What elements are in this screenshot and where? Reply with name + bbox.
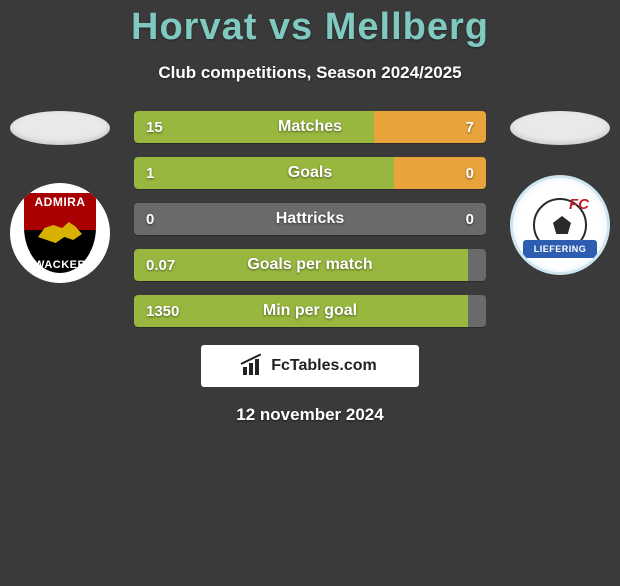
stat-label: Goals per match [134, 249, 486, 281]
stat-row: 15Matches7 [134, 111, 486, 143]
attribution-box: FcTables.com [201, 345, 419, 387]
stat-label: Goals [134, 157, 486, 189]
left-player-column: ADMIRA WACKER [0, 111, 120, 283]
bar-chart-icon [243, 357, 265, 375]
stat-value-right: 7 [466, 111, 474, 143]
stat-value-right: 0 [466, 157, 474, 189]
left-club-badge: ADMIRA WACKER [10, 183, 110, 283]
stat-bars: 15Matches71Goals00Hattricks00.07Goals pe… [134, 111, 486, 327]
badge-banner: LIEFERING [523, 240, 597, 258]
stat-row: 1Goals0 [134, 157, 486, 189]
stat-row: 0Hattricks0 [134, 203, 486, 235]
stat-row: 0.07Goals per match [134, 249, 486, 281]
badge-top-text: ADMIRA [10, 195, 110, 209]
stat-label: Min per goal [134, 295, 486, 327]
page-title: Horvat vs Mellberg [0, 6, 620, 49]
page-subtitle: Club competitions, Season 2024/2025 [0, 63, 620, 83]
comparison-content: ADMIRA WACKER 15Matches71Goals00Hattrick… [0, 111, 620, 327]
date-label: 12 november 2024 [0, 405, 620, 425]
badge-bottom-text: WACKER [10, 259, 110, 271]
right-club-badge: FC LIEFERING [510, 175, 610, 275]
stat-value-right: 0 [466, 203, 474, 235]
right-player-avatar [510, 111, 610, 145]
badge-fc-text: FC [569, 196, 589, 213]
left-player-avatar [10, 111, 110, 145]
stat-label: Matches [134, 111, 486, 143]
right-player-column: FC LIEFERING [500, 111, 620, 275]
attribution-text: FcTables.com [271, 357, 377, 375]
stat-row: 1350Min per goal [134, 295, 486, 327]
stat-label: Hattricks [134, 203, 486, 235]
